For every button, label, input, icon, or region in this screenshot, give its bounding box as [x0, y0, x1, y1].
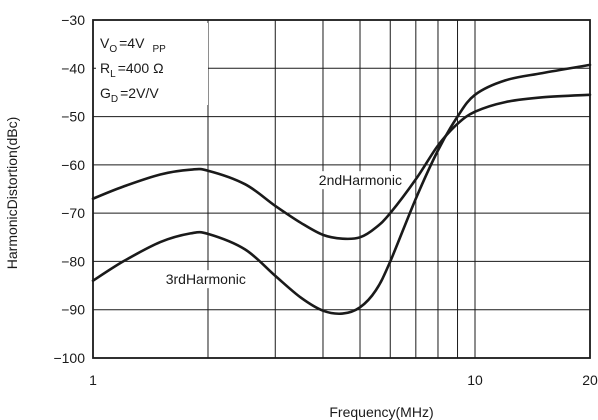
y-tick-label: −30 [61, 12, 85, 28]
series-annotation-label: 3rdHarmonic [166, 271, 246, 287]
y-tick-label: −40 [61, 60, 85, 76]
plot-frame [92, 19, 591, 359]
x-tick-label: 10 [467, 372, 483, 388]
y-tick-label: −80 [61, 253, 85, 269]
y-tick-label: −100 [53, 350, 85, 366]
x-axis-label: Frequency(MHz) [329, 404, 433, 420]
y-tick-label: −50 [61, 109, 85, 125]
test-conditions: VO =4V PP RL =400 Ω GD =2V/V [96, 23, 208, 105]
annotation-background [315, 171, 406, 190]
x-tick-label: 20 [582, 372, 598, 388]
series-line-2nd-harmonic [91, 93, 592, 241]
x-tick-label: 1 [89, 372, 97, 388]
curve-annotations: 2ndHarmonic 3rdHarmonic [162, 171, 406, 289]
series-line-3rd-harmonic [91, 63, 592, 316]
condition-label: RL =400 Ω [100, 60, 164, 80]
annotation-background [162, 270, 253, 289]
condition-label: VO =4V PP [100, 35, 166, 55]
y-tick-label: −70 [61, 205, 85, 221]
series-annotation-label: 2ndHarmonic [319, 172, 402, 188]
y-tick-label: −90 [61, 302, 85, 318]
conditions-background [96, 23, 208, 105]
y-tick-label: −60 [61, 157, 85, 173]
condition-label: GD =2V/V [100, 85, 159, 105]
y-axis-label: HarmonicDistortion(dBc) [4, 117, 20, 269]
series-lines [91, 63, 592, 316]
